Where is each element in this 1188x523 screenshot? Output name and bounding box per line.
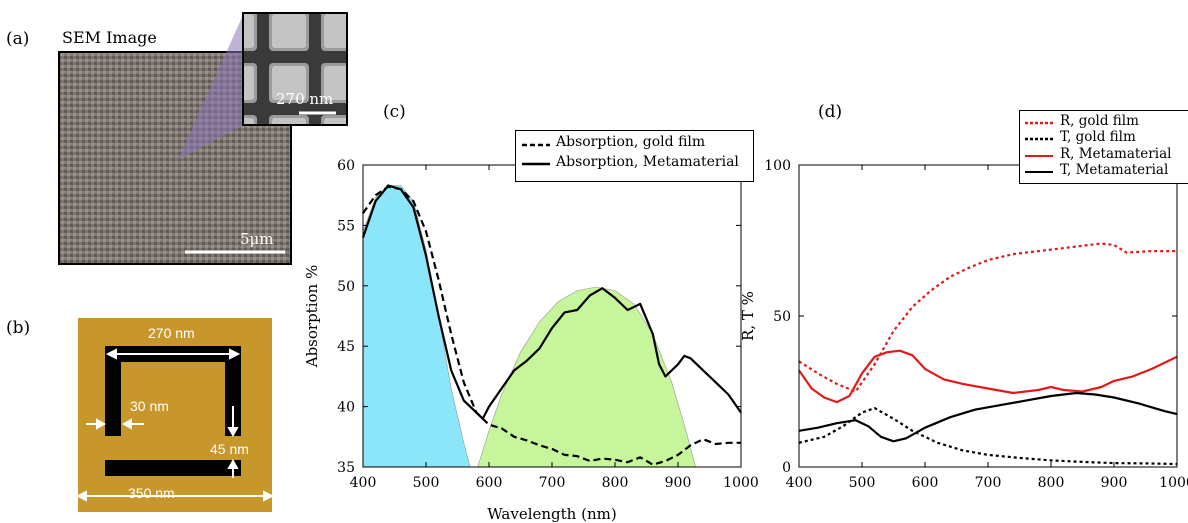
legend-c: Absorption, gold film Absorption, Metama…	[515, 130, 754, 182]
chart-c-xtick-label: 1000	[723, 475, 759, 491]
zoom-wedge	[178, 15, 243, 160]
chart-c-xtick-label: 600	[476, 475, 503, 491]
chart-c-ytick-label: 60	[337, 158, 355, 174]
dim-label-bottom: 350 nm	[128, 485, 175, 501]
chart-c-series-1	[361, 184, 742, 420]
sem-image	[58, 51, 292, 265]
chart-c-series-0	[362, 185, 741, 466]
chart-c-xtick-label: 900	[665, 475, 692, 491]
chart-d-xtick-label: 500	[849, 475, 876, 491]
chart-d-xtick-label: 700	[975, 475, 1002, 491]
metal-right-arm	[225, 346, 241, 436]
legend-d: R, gold film T, gold film R, Metamateria…	[1019, 110, 1188, 184]
dim-label-vert: 45 nm	[210, 441, 249, 457]
chart-c-xtick-label: 400	[350, 475, 377, 491]
metal-bottom-bar	[105, 460, 241, 476]
chart-c-xtick-label: 800	[602, 475, 629, 491]
sem-title: SEM Image	[62, 28, 157, 47]
chart-d-xtick-label: 400	[786, 475, 813, 491]
chart-c-xlabel: Wavelength (nm)	[487, 505, 616, 523]
chart-d-series-0	[798, 242, 1177, 393]
legend-d-label-t-meta: T, Metamaterial	[1060, 162, 1169, 178]
legend-d-label-t-gold: T, gold film	[1060, 129, 1136, 145]
dim-label-gap: 30 nm	[130, 398, 169, 414]
panel-label-b: (b)	[6, 318, 31, 338]
chart-c-ytick-label: 35	[337, 460, 355, 476]
chart-c-shaded-region-0	[362, 185, 471, 468]
legend-c-label-meta: Absorption, Metamaterial	[556, 154, 739, 170]
panel-label-d: (d)	[818, 102, 843, 122]
chart-d-ylabel: R, T %	[739, 291, 757, 341]
chart-d-ytick-label: 50	[773, 309, 791, 325]
chart-d-xtick-label: 600	[912, 475, 939, 491]
metal-left-arm	[105, 346, 121, 436]
chart-d-series-1	[798, 407, 1178, 466]
chart-d-frame	[798, 164, 1178, 468]
legend-d-label-r-meta: R, Metamaterial	[1060, 146, 1172, 162]
unit-cell-schematic	[78, 318, 272, 512]
sem-figure	[58, 12, 348, 265]
chart-c-ytick-label: 50	[337, 279, 355, 295]
chart-d-xtick-label: 900	[1101, 475, 1128, 491]
legend-c-label-gold: Absorption, gold film	[556, 134, 706, 150]
chart-c-xtick-label: 700	[539, 475, 566, 491]
chart-c-ytick-label: 45	[337, 339, 355, 355]
panel-label-c: (c)	[383, 102, 406, 122]
chart-d-series-3	[798, 391, 1178, 443]
dim-label-top: 270 nm	[148, 325, 195, 341]
chart-c-xtick-label: 500	[413, 475, 440, 491]
chart-c-ytick-label: 55	[337, 218, 355, 234]
legend-d-label-r-gold: R, gold film	[1060, 113, 1139, 129]
chart-c-ytick-label: 40	[337, 400, 355, 416]
chart-d-series-2	[798, 349, 1178, 404]
inset-scale-label: 270 nm	[276, 90, 334, 108]
chart-c-ylabel: Absorption %	[303, 265, 321, 368]
chart-d-xtick-label: 1000	[1159, 475, 1188, 491]
chart-d-ytick-label: 100	[764, 158, 791, 174]
main-scale-label: 5μm	[240, 230, 274, 248]
chart-d-ytick-label: 0	[782, 460, 791, 476]
chart-d-xtick-label: 800	[1038, 475, 1065, 491]
sem-inset	[242, 12, 348, 126]
panel-label-a: (a)	[6, 29, 30, 49]
